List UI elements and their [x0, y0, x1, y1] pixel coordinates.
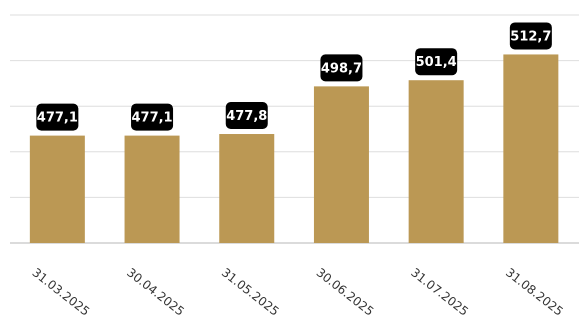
x-tick-label: 31.03.2025 — [30, 265, 93, 318]
bar-31.08.2025 — [503, 54, 559, 243]
grid-lines — [10, 14, 579, 244]
data-label: 477,1 — [131, 111, 172, 126]
bar-31.07.2025 — [408, 80, 464, 243]
x-tick-label: 31.08.2025 — [503, 265, 566, 318]
data-label-box — [320, 54, 363, 82]
bars — [29, 54, 559, 243]
data-label: 498,7 — [321, 61, 362, 76]
data-label-box — [36, 103, 79, 131]
data-label-box — [225, 102, 268, 130]
data-label: 512,7 — [510, 29, 551, 44]
x-tick-label: 30.06.2025 — [314, 265, 377, 318]
data-label: 477,8 — [226, 109, 267, 124]
data-label-box — [415, 48, 458, 76]
data-label: 501,4 — [416, 55, 457, 70]
x-tick-label: 31.07.2025 — [408, 265, 471, 318]
x-tick-label: 31.05.2025 — [219, 265, 282, 318]
data-labels: 477,1 477,1 477,8 498,7 501,4 512,7 — [36, 22, 552, 131]
bar-30.06.2025 — [313, 86, 369, 243]
x-axis-tick-labels: 31.03.2025 30.04.2025 31.05.2025 30.06.2025… — [30, 265, 566, 318]
data-label-box — [131, 103, 174, 131]
bar-31.05.2025 — [219, 134, 275, 243]
bar-31.03.2025 — [29, 135, 85, 243]
data-label-box — [509, 22, 552, 50]
bar-30.04.2025 — [124, 135, 180, 243]
data-label: 477,1 — [37, 111, 78, 126]
x-tick-label: 30.04.2025 — [124, 265, 187, 318]
